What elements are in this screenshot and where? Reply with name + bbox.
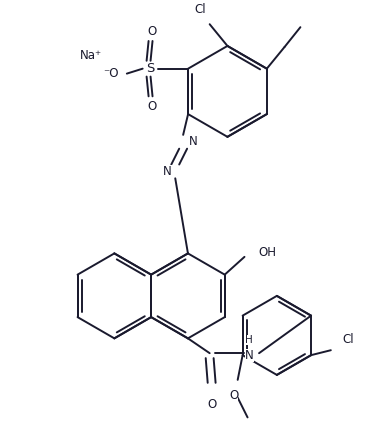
Text: O: O — [147, 100, 156, 113]
Text: ⁻O: ⁻O — [103, 67, 119, 80]
Text: O: O — [229, 389, 238, 402]
Text: O: O — [147, 25, 156, 38]
Text: Cl: Cl — [194, 3, 205, 16]
Text: N: N — [245, 348, 254, 362]
Text: N: N — [163, 165, 172, 178]
Text: S: S — [146, 62, 155, 75]
Text: O: O — [207, 398, 216, 411]
Text: OH: OH — [258, 246, 276, 259]
Text: H: H — [245, 335, 253, 345]
Text: Na⁺: Na⁺ — [80, 49, 102, 62]
Text: N: N — [189, 135, 197, 148]
Text: Cl: Cl — [343, 333, 354, 346]
